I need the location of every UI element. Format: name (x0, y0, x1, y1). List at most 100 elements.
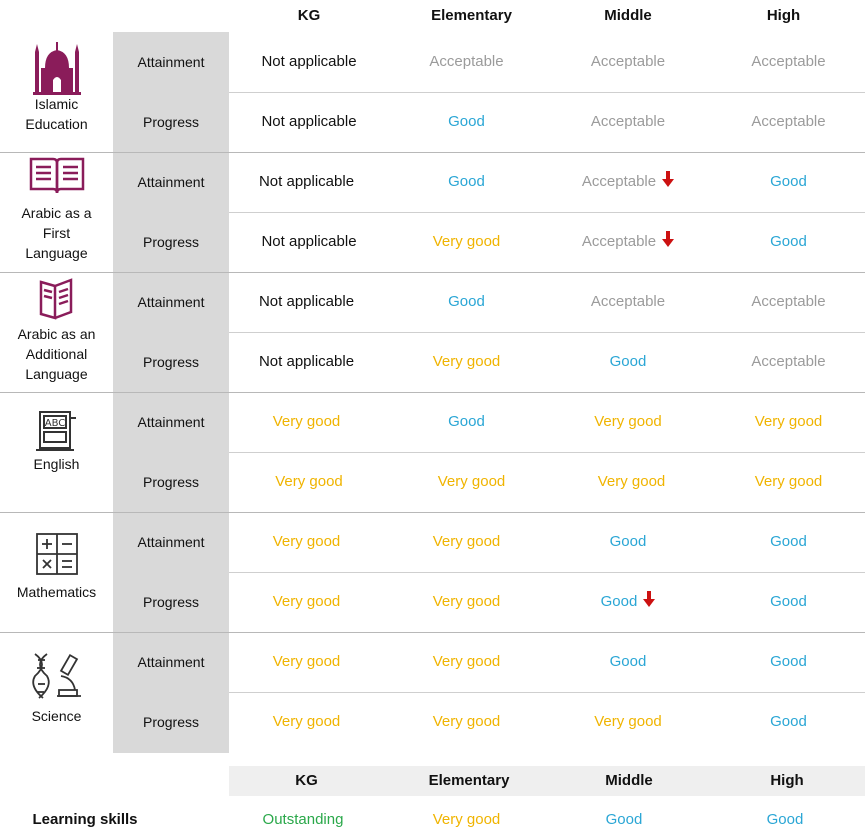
learning-skills-label: Learning skills (32, 811, 138, 828)
microscope-dna-icon (31, 653, 81, 699)
subject-divider (0, 152, 865, 153)
subject-label: Arabic as a First Language (21, 205, 92, 261)
header-kg: KG (295, 772, 318, 789)
down-arrow-icon (662, 231, 675, 247)
cell-value: Good (609, 653, 647, 670)
cell-value: Acceptable (590, 293, 666, 310)
cell-value: Very good (432, 233, 501, 250)
cell-value: Acceptable (751, 53, 826, 70)
header-high: High (770, 772, 804, 789)
learning-skills-value: Good (766, 811, 804, 828)
cell-value: Good (770, 533, 807, 550)
header-middle: Middle (605, 772, 653, 789)
type-progress: Progress (142, 354, 200, 370)
row-divider (229, 572, 865, 573)
down-arrow-icon (643, 591, 656, 607)
cell-value: Very good (432, 653, 501, 670)
cell-value: Good (770, 173, 807, 190)
learning-skills-value: Very good (432, 811, 501, 828)
cell-value: Very good (272, 653, 341, 670)
type-attainment: Attainment (137, 294, 205, 310)
cell-value: Good (770, 233, 807, 250)
cell-value: Good (609, 353, 647, 370)
subject-islamic-education: Islamic Education (0, 32, 113, 152)
cell-value: Very good (594, 413, 662, 430)
down-arrow-icon (662, 171, 675, 187)
cell-value: Very good (272, 593, 341, 610)
row-divider (229, 452, 865, 453)
cell-value: Good (448, 113, 485, 130)
cell-value: Very good (594, 713, 662, 730)
cell-value: Very good (754, 473, 823, 490)
cell-value: Very good (272, 413, 341, 430)
cell-value: Very good (754, 413, 823, 430)
open-book-icon (29, 157, 84, 194)
cell-value: Acceptable (581, 233, 657, 250)
learning-skills-value: Good (605, 811, 643, 828)
type-attainment: Attainment (137, 174, 205, 190)
cell-value: Acceptable (751, 353, 826, 370)
cell-with-trend: Good (554, 572, 702, 632)
cell-value: Good (609, 533, 647, 550)
subject-divider (0, 392, 865, 393)
subject-arabic-additional: Arabic as an Additional Language (0, 272, 113, 392)
subject-label: English (33, 456, 80, 472)
subject-label: Science (31, 708, 82, 724)
subject-arabic-first: Arabic as a First Language (0, 152, 113, 272)
cell-value: Acceptable (429, 53, 504, 70)
subject-divider (0, 272, 865, 273)
header-kg: KG (297, 7, 321, 24)
cell-value: Very good (597, 473, 666, 490)
type-attainment: Attainment (137, 54, 205, 70)
cell-value: Not applicable (261, 233, 357, 250)
cell-value: Not applicable (258, 293, 355, 310)
subject-mathematics: Mathematics (0, 512, 113, 632)
type-progress: Progress (142, 714, 200, 730)
cell-value: Acceptable (590, 53, 666, 70)
header-high: High (766, 7, 801, 24)
subject-label: Arabic as an Additional Language (17, 326, 96, 382)
cell-value: Good (448, 173, 485, 190)
learning-skills-header-row: KG Elementary Middle High (229, 766, 865, 796)
type-progress: Progress (142, 594, 200, 610)
cell-value: Good (448, 413, 485, 430)
subject-label: Islamic Education (25, 96, 88, 132)
type-progress: Progress (142, 114, 200, 130)
row-divider (229, 212, 865, 213)
cell-value: Very good (275, 473, 343, 490)
header-elementary: Elementary (431, 7, 512, 24)
type-attainment: Attainment (137, 534, 205, 550)
row-divider (229, 332, 865, 333)
cell-value: Good (770, 593, 807, 610)
subject-divider (0, 632, 865, 633)
cell-value: Very good (272, 713, 341, 730)
mosque-icon (32, 42, 81, 95)
cell-value: Very good (432, 593, 501, 610)
subject-divider (0, 512, 865, 513)
type-progress: Progress (142, 234, 200, 250)
cell-value: Acceptable (581, 173, 657, 190)
type-attainment: Attainment (137, 654, 205, 670)
subject-label: Mathematics (16, 584, 97, 600)
calculator-icon (35, 533, 78, 575)
learning-skills-value: Outstanding (262, 811, 344, 828)
cell-value: Not applicable (261, 113, 357, 130)
subject-science: Science (0, 632, 113, 752)
cell-value: Very good (432, 713, 501, 730)
grades-header-row: KG Elementary Middle High (0, 0, 865, 32)
book-icon (39, 278, 72, 320)
cell-with-trend: Acceptable (554, 212, 702, 272)
cell-value: Not applicable (258, 173, 355, 190)
cell-value: Acceptable (590, 113, 666, 130)
svg-text:ABC: ABC (44, 418, 65, 429)
subject-english: ABC English (0, 392, 113, 512)
cell-value: Very good (432, 353, 501, 370)
cell-value: Good (770, 653, 807, 670)
cell-value: Good (770, 713, 807, 730)
cell-value: Very good (437, 473, 506, 490)
cell-value: Not applicable (258, 353, 355, 370)
cell-value: Not applicable (261, 53, 357, 70)
cell-value: Very good (432, 533, 501, 550)
type-progress: Progress (142, 474, 200, 490)
abc-book-icon: ABC (35, 411, 76, 451)
